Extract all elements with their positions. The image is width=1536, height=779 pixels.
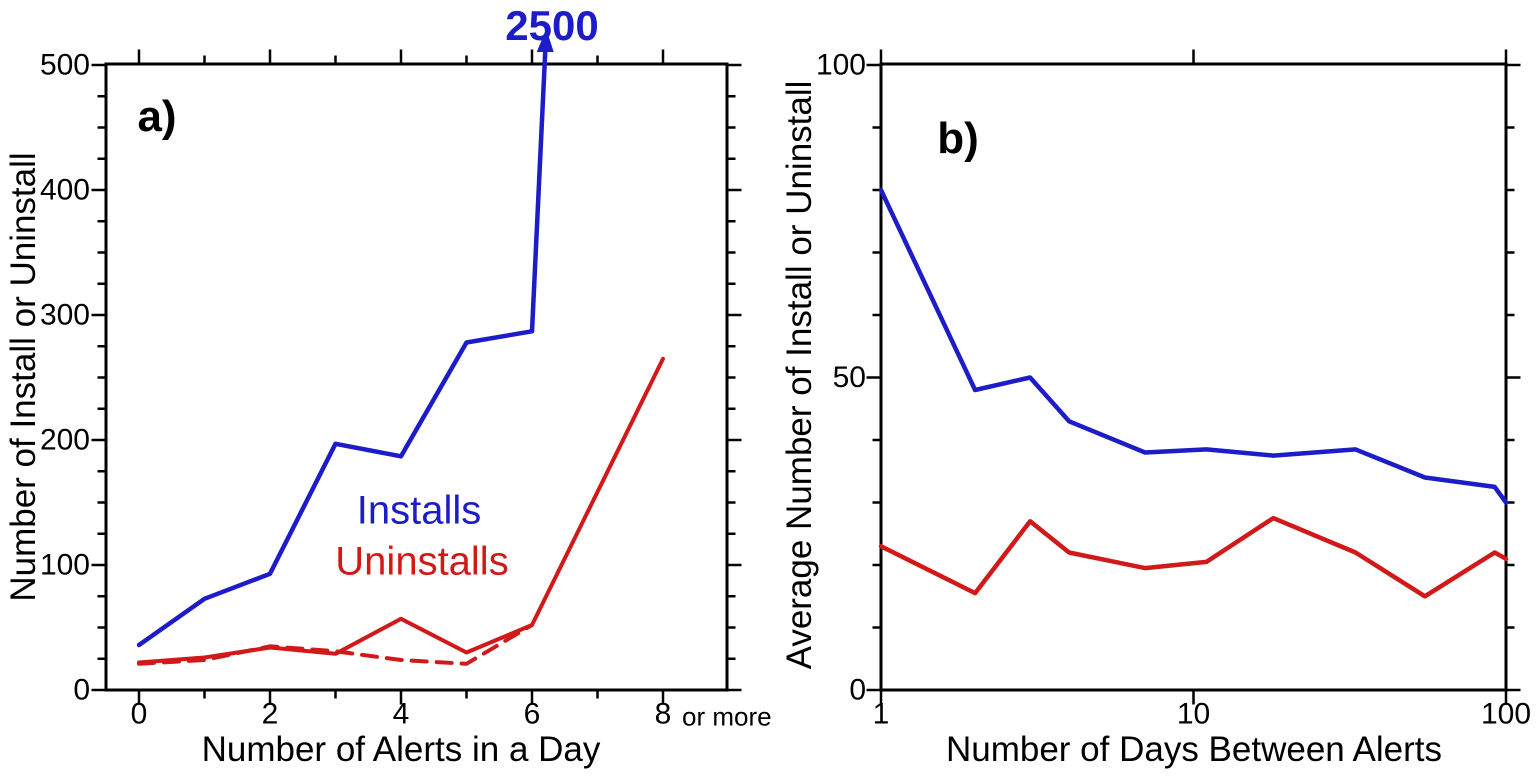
panel-b-y-axis-title: Average Number of Install or Uninstall [780,80,819,670]
installs-line-a [136,329,535,648]
panel-a-x-axis-title: Number of Alerts in a Day [201,730,601,769]
installs-line-b [878,187,1509,505]
legend-uninstalls: Uninstalls [335,539,509,584]
panel-a-y-axis-title: Number of Install or Uninstall [4,152,43,602]
tick-label: 100 [816,49,866,82]
uninstalls-line-b [878,515,1509,599]
tick-label: 1 [873,698,890,731]
tick-label: 200 [40,424,90,457]
tick-label: 50 [833,361,866,394]
tick-label: 300 [40,299,90,332]
tick-label: 8 [655,698,672,731]
panel-b-plot-box [879,62,1508,692]
installs-offscale-arrow-shaft [529,46,548,332]
tick-label: 4 [393,698,410,731]
tick-label: 0 [131,698,148,731]
tick-label: 100 [40,549,90,582]
uninstalls-dashed-line-a [137,623,534,666]
panel-a-x-axis-suffix-or-more: or more [682,701,772,732]
tick-label: 100 [1481,698,1531,731]
panel-a-plot-box [104,62,729,692]
tick-label: 0 [849,674,866,707]
tick-label: 6 [524,698,541,731]
tick-label: 2 [262,698,279,731]
panel-a-letter: a) [137,92,177,141]
panel-b-x-axis-title: Number of Days Between Alerts [945,730,1443,769]
tick-label: 10 [1177,698,1210,731]
panel-b-letter: b) [937,114,979,163]
tick-label: 500 [40,49,90,82]
legend-installs: Installs [356,488,482,533]
off-scale-annotation-2500: 2500 [505,2,599,49]
tick-label: 400 [40,174,90,207]
tick-label: 0 [73,674,90,707]
installs-offscale-arrowhead [536,29,554,52]
